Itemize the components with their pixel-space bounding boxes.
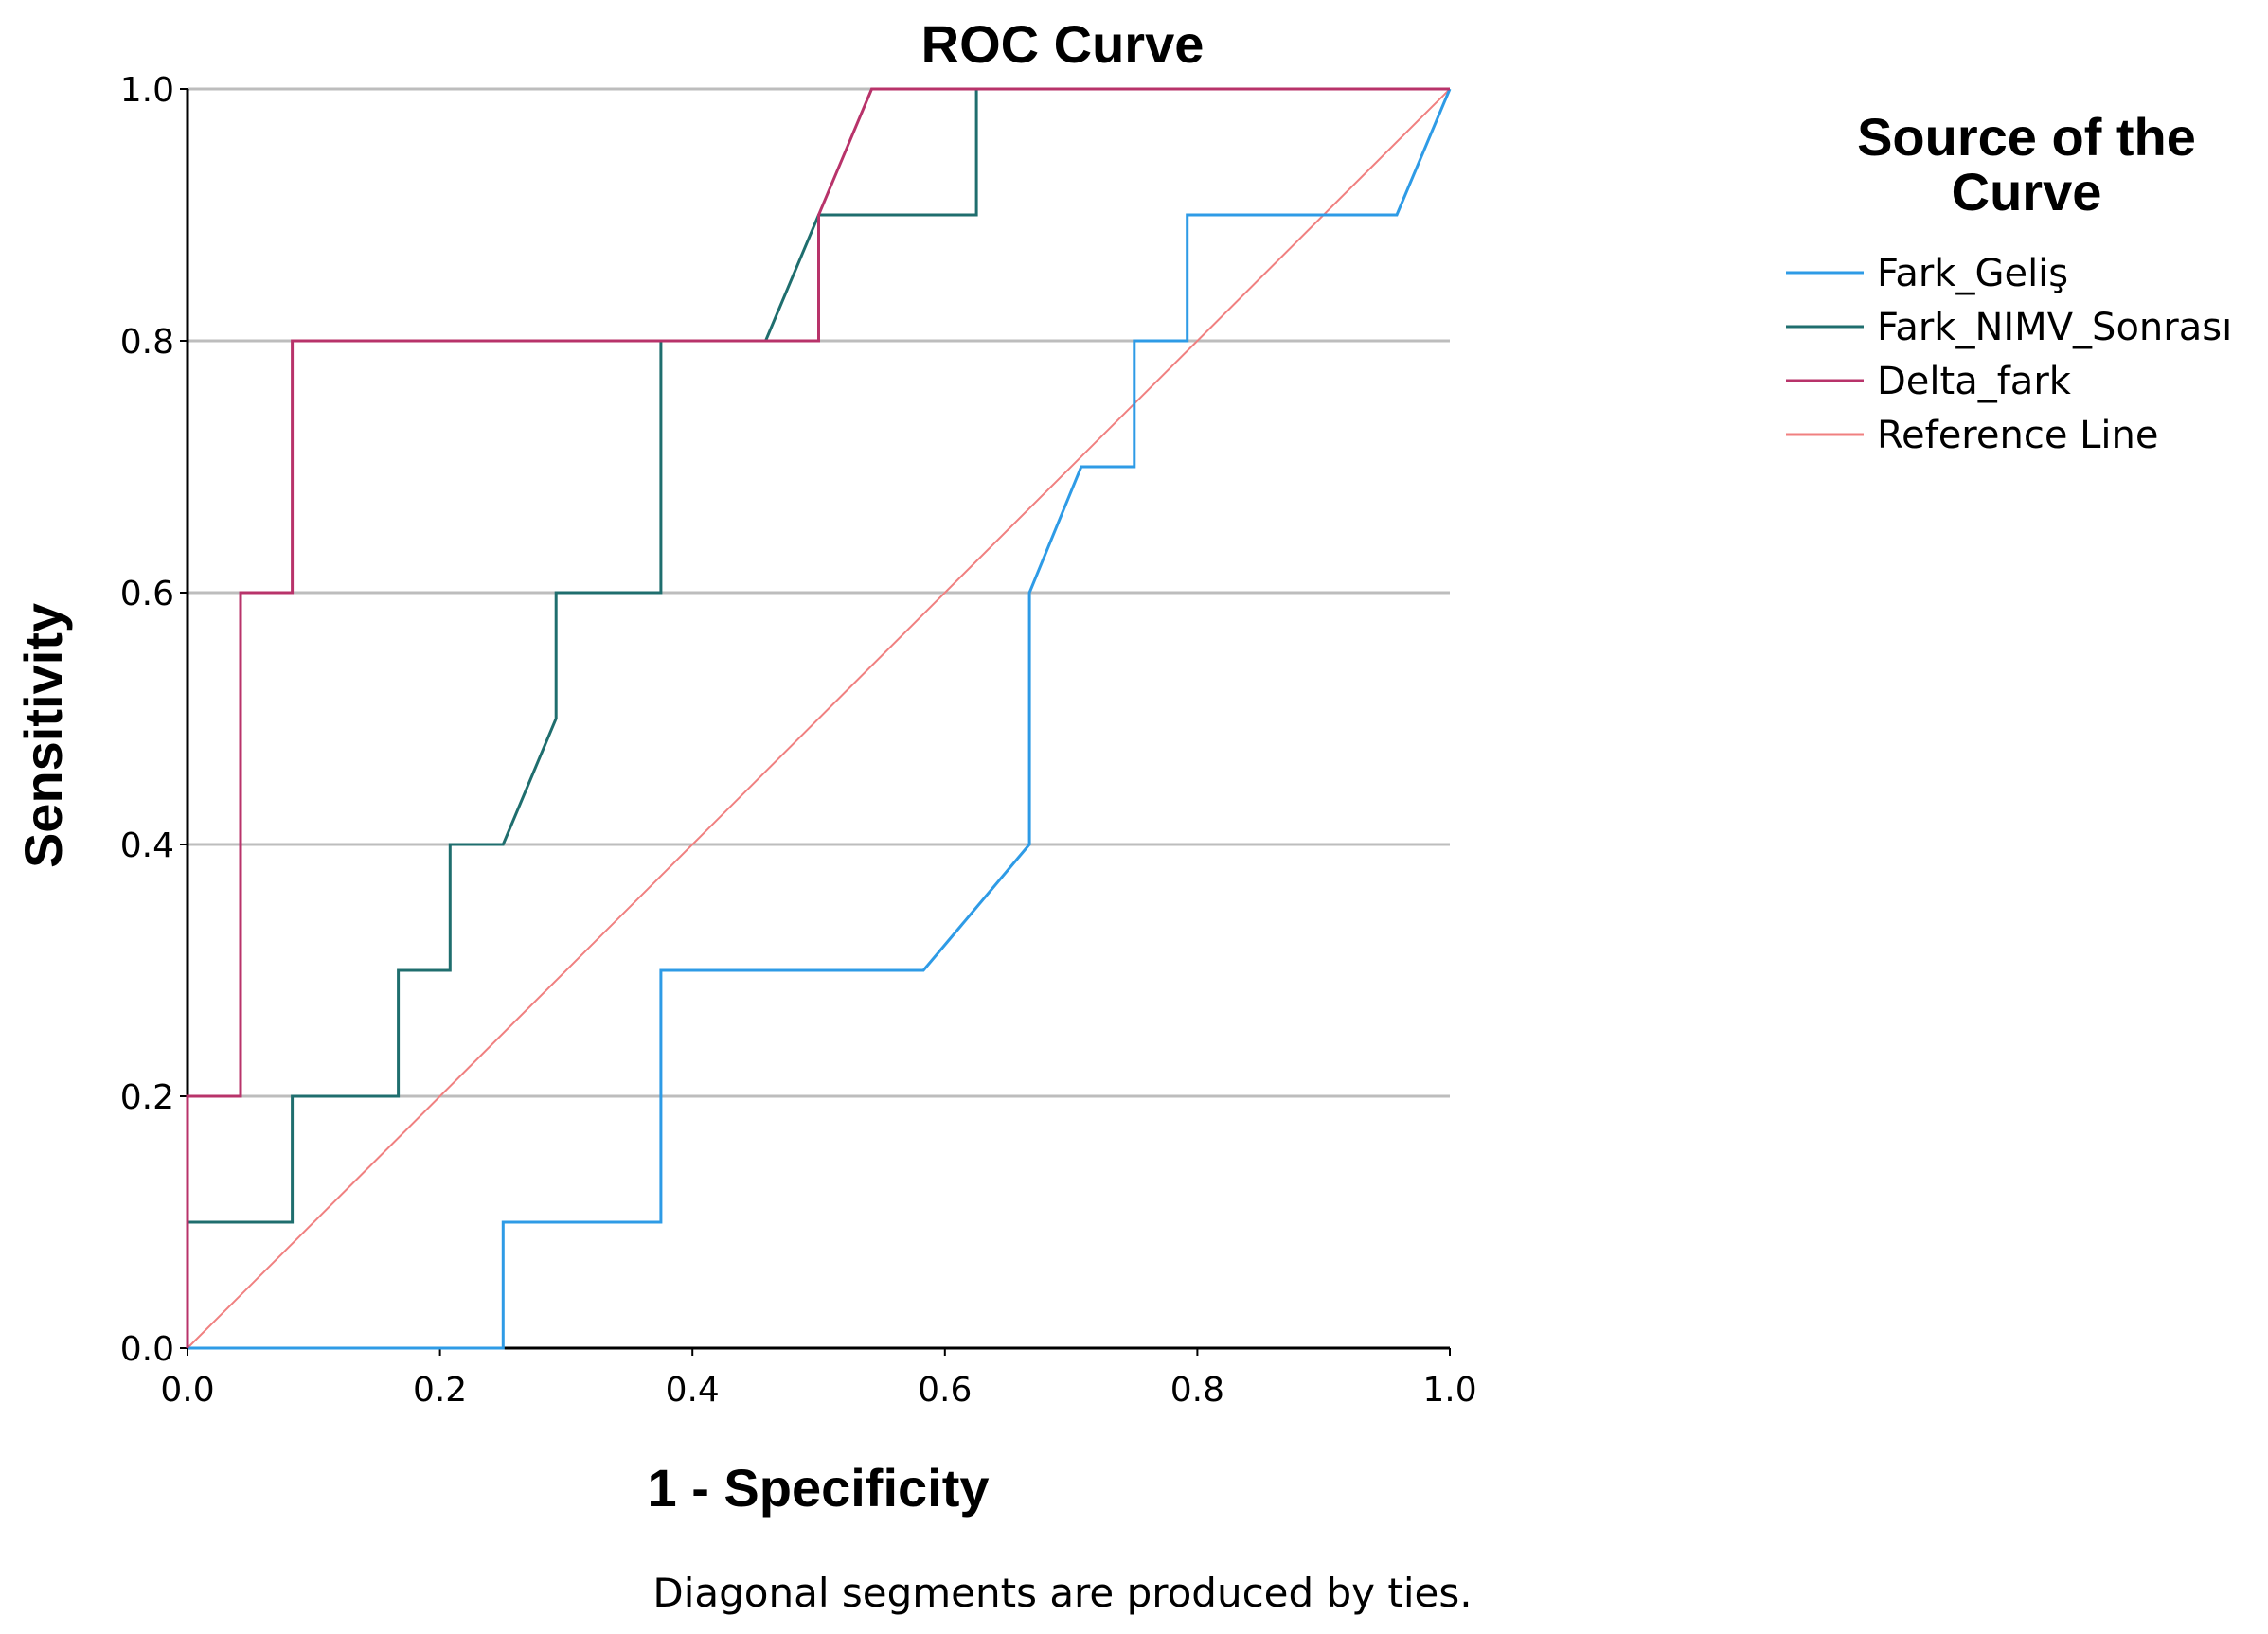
legend-title-line-2: Curve: [1952, 162, 2102, 222]
x-tick-label-3: 0.6: [918, 1371, 972, 1410]
x-tick-label-1: 0.2: [413, 1371, 467, 1410]
legend-label-1: Fark_NIMV_Sonrası: [1877, 306, 2232, 349]
x-axis-label: 1 - Specificity: [647, 1458, 989, 1518]
y-tick-label-3: 0.6: [120, 575, 174, 613]
y-tick-label-0: 0.0: [120, 1330, 174, 1369]
series-lines: [186, 87, 1452, 1350]
legend-label-3: Reference Line: [1877, 414, 2159, 457]
chart-title: ROC Curve: [921, 14, 1205, 74]
y-tick-label-4: 0.8: [120, 323, 174, 362]
legend-items: Fark_Geliş Fark_NIMV_Sonrası Delta_fark Ref…: [1786, 252, 2232, 457]
x-tick-label-0: 0.0: [160, 1371, 214, 1410]
legend: Source of the Curve Fark_Geliş Fark_NIMV_…: [1786, 107, 2232, 457]
x-tick-labels: 0.0 0.2 0.4 0.6 0.8 1.0: [160, 1371, 1476, 1410]
y-tick-label-1: 0.2: [120, 1078, 174, 1117]
y-tick-labels: 0.0 0.2 0.4 0.6 0.8 1.0: [120, 71, 174, 1369]
y-axis-label: Sensitivity: [13, 603, 73, 868]
x-tick-label-4: 0.8: [1170, 1371, 1224, 1410]
legend-label-0: Fark_Geliş: [1877, 252, 2068, 295]
series-line-0: [188, 88, 1452, 1350]
y-tick-label-2: 0.4: [120, 826, 174, 865]
legend-title-line-1: Source of the: [1857, 107, 2196, 167]
y-tick-label-5: 1.0: [120, 71, 174, 110]
x-tick-label-2: 0.4: [666, 1371, 720, 1410]
x-tick-label-5: 1.0: [1422, 1371, 1476, 1410]
series-line-3: [187, 88, 1451, 1349]
series-line-2: [186, 87, 1450, 1348]
series-line-1: [186, 87, 1450, 1348]
legend-label-2: Delta_fark: [1877, 360, 2072, 403]
chart-footnote: Diagonal segments are produced by ties.: [652, 1570, 1472, 1616]
